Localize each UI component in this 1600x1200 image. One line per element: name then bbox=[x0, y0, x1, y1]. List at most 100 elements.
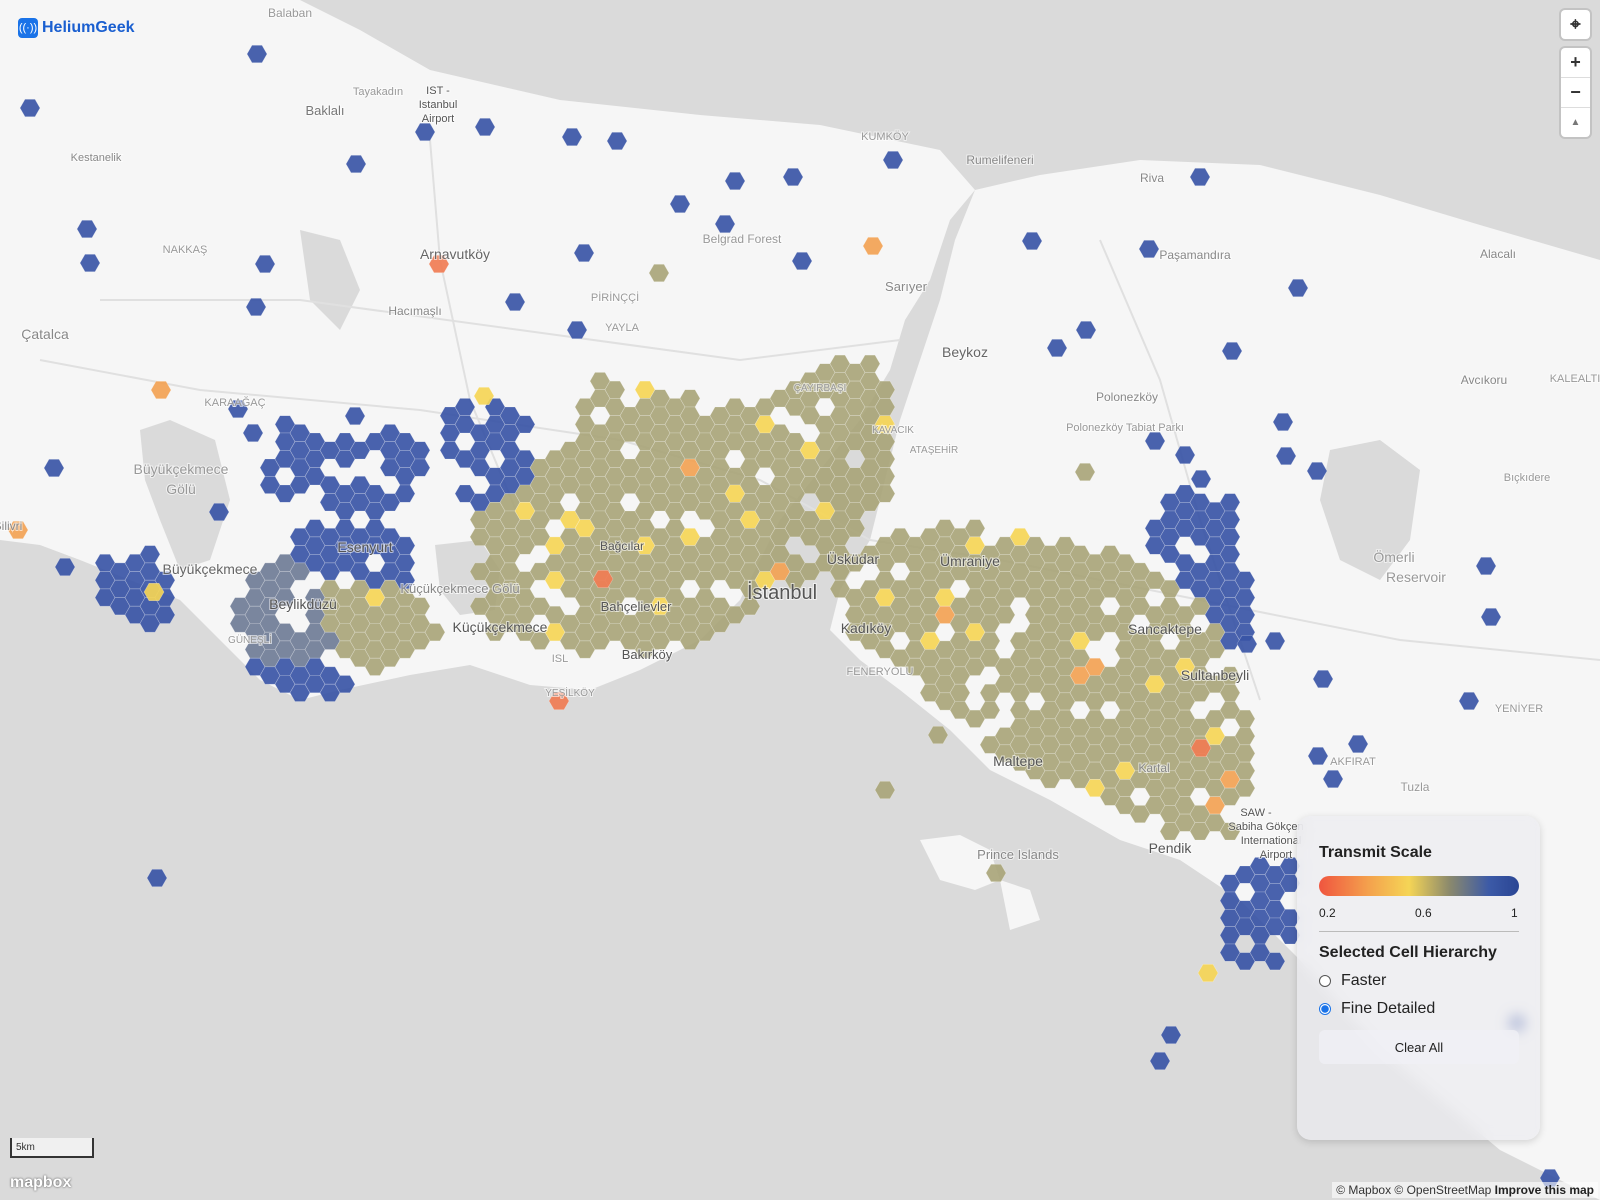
coverage-hex-cell[interactable] bbox=[1312, 670, 1334, 688]
coverage-hex-cell[interactable] bbox=[1046, 339, 1068, 357]
coverage-hex-cell[interactable] bbox=[548, 692, 570, 710]
coverage-hex-cell[interactable] bbox=[592, 570, 614, 588]
coverage-hex-cell[interactable] bbox=[1264, 952, 1286, 971]
coverage-hex-cell[interactable] bbox=[1160, 1026, 1182, 1044]
coverage-hex-cell[interactable] bbox=[573, 244, 595, 262]
coverage-hex-cell[interactable] bbox=[1174, 446, 1196, 464]
coverage-hex-cell[interactable] bbox=[1149, 1052, 1171, 1070]
coverage-hex-cell[interactable] bbox=[669, 195, 691, 213]
coverage-hex-cell[interactable] bbox=[146, 869, 168, 887]
coverage-hex-cell[interactable] bbox=[274, 588, 296, 607]
coverage-hex-cell[interactable] bbox=[1197, 964, 1219, 982]
coverage-hex-cell[interactable] bbox=[54, 558, 76, 576]
coverage-hex-cell[interactable] bbox=[79, 254, 101, 272]
coverage-hex-cell[interactable] bbox=[1279, 874, 1301, 893]
coverage-hex-cell[interactable] bbox=[1458, 692, 1480, 710]
coverage-hex-cell[interactable] bbox=[504, 293, 526, 311]
coverage-hex-cell[interactable] bbox=[1347, 735, 1369, 753]
coverage-hex-cell[interactable] bbox=[1306, 462, 1328, 480]
improve-map-link[interactable]: Improve this map bbox=[1494, 1183, 1594, 1197]
coverage-hex-cell[interactable] bbox=[1322, 770, 1344, 788]
coverage-hex-cell[interactable] bbox=[242, 424, 264, 442]
coverage-hex-cell[interactable] bbox=[334, 675, 356, 694]
coverage-hex-cell[interactable] bbox=[344, 407, 366, 425]
coverage-hex-cell[interactable] bbox=[76, 220, 98, 238]
coverage-hex-cell[interactable] bbox=[1144, 432, 1166, 450]
option-faster[interactable]: Faster bbox=[1319, 972, 1386, 990]
coverage-hex-cell[interactable] bbox=[1234, 779, 1256, 797]
coverage-hex-cell[interactable] bbox=[394, 484, 416, 503]
coverage-hex-cell[interactable] bbox=[561, 128, 583, 146]
coverage-hex-cell[interactable] bbox=[1190, 739, 1212, 757]
coverage-hex-cell[interactable] bbox=[1138, 240, 1160, 258]
coverage-hex-cell[interactable] bbox=[882, 151, 904, 169]
compass-icon[interactable]: ▲ bbox=[1561, 107, 1590, 137]
coverage-hex-cell[interactable] bbox=[739, 597, 761, 616]
coverage-hex-cell[interactable] bbox=[1075, 321, 1097, 339]
coverage-hex-cell[interactable] bbox=[19, 99, 41, 117]
coverage-hex-cell[interactable] bbox=[1272, 413, 1294, 431]
coverage-hex-cell[interactable] bbox=[874, 781, 896, 799]
coverage-hex-cell[interactable] bbox=[791, 252, 813, 270]
coverage-hex-cell[interactable] bbox=[714, 215, 736, 233]
coverage-hex-cell[interactable] bbox=[7, 521, 29, 539]
coverage-hex-layer[interactable] bbox=[7, 45, 1561, 1187]
coverage-hex-cell[interactable] bbox=[927, 726, 949, 744]
coverage-hex-cell[interactable] bbox=[844, 519, 866, 538]
zoom-in-button[interactable]: + bbox=[1570, 52, 1581, 72]
coverage-hex-cell[interactable] bbox=[150, 381, 172, 399]
coverage-hex-cell[interactable] bbox=[606, 132, 628, 150]
coverage-hex-cell[interactable] bbox=[474, 118, 496, 136]
coverage-hex-cell[interactable] bbox=[1275, 447, 1297, 465]
coverage-hex-cell[interactable] bbox=[409, 458, 431, 477]
coverage-hex-cell[interactable] bbox=[874, 484, 896, 503]
coverage-hex-cell[interactable] bbox=[1221, 342, 1243, 360]
coverage-hex-cell[interactable] bbox=[514, 415, 536, 434]
coverage-hex-cell[interactable] bbox=[782, 168, 804, 186]
attribution-text[interactable]: © Mapbox © OpenStreetMap bbox=[1336, 1183, 1492, 1197]
clear-all-button[interactable]: Clear All bbox=[1319, 1030, 1519, 1064]
coverage-hex-cell[interactable] bbox=[1219, 822, 1241, 841]
coverage-hex-cell[interactable] bbox=[566, 321, 588, 339]
coverage-hex-cell[interactable] bbox=[648, 264, 670, 282]
mapbox-logo[interactable]: mapbox bbox=[10, 1174, 72, 1191]
coverage-hex-cell[interactable] bbox=[1021, 232, 1043, 250]
navigation-control[interactable]: + − ▲ bbox=[1561, 48, 1590, 137]
coverage-hex-cell[interactable] bbox=[414, 123, 436, 141]
brand-logo[interactable]: ((·)) HeliumGeek bbox=[18, 18, 134, 38]
coverage-hex-cell[interactable] bbox=[724, 172, 746, 190]
coverage-hex-cell[interactable] bbox=[1236, 635, 1258, 653]
coverage-hex-cell[interactable] bbox=[43, 459, 65, 477]
coverage-hex-cell[interactable] bbox=[1287, 279, 1309, 297]
coverage-hex-cell[interactable] bbox=[143, 583, 165, 601]
geolocate-icon[interactable]: ⌖ bbox=[1570, 14, 1581, 34]
coverage-hex-cell[interactable] bbox=[1189, 168, 1211, 186]
coverage-hex-cell[interactable] bbox=[345, 155, 367, 173]
coverage-hex-cell[interactable] bbox=[1307, 747, 1329, 765]
coverage-hex-cell[interactable] bbox=[154, 605, 176, 624]
radio-faster[interactable] bbox=[1319, 975, 1331, 987]
geolocate-control[interactable]: ⌖ bbox=[1561, 10, 1590, 39]
coverage-hex-cell[interactable] bbox=[424, 623, 446, 642]
coverage-hex-cell[interactable] bbox=[246, 45, 268, 63]
coverage-hex-cell[interactable] bbox=[1279, 926, 1301, 945]
coverage-hex-cell[interactable] bbox=[1475, 557, 1497, 575]
coverage-hex-cell[interactable] bbox=[254, 255, 276, 273]
coverage-hex-cell[interactable] bbox=[208, 503, 230, 521]
coverage-hex-cell[interactable] bbox=[985, 864, 1007, 882]
coverage-hex-cell[interactable] bbox=[428, 255, 450, 273]
coverage-hex-cell[interactable] bbox=[1074, 463, 1096, 481]
coverage-hex-cell[interactable] bbox=[1190, 470, 1212, 488]
option-fine-detailed[interactable]: Fine Detailed bbox=[1319, 1000, 1435, 1018]
coverage-hex-cell[interactable] bbox=[994, 605, 1016, 624]
coverage-hex-cell[interactable] bbox=[1264, 632, 1286, 650]
coverage-hex-cell[interactable] bbox=[1480, 608, 1502, 626]
coverage-hex-cell[interactable] bbox=[227, 400, 249, 418]
coverage-hex-cell[interactable] bbox=[473, 387, 495, 405]
coverage-hex-cell[interactable] bbox=[979, 701, 1001, 720]
coverage-hex-cell[interactable] bbox=[245, 298, 267, 316]
zoom-out-button[interactable]: − bbox=[1561, 77, 1590, 107]
radio-fine-detailed[interactable] bbox=[1319, 1003, 1331, 1015]
coverage-hex-cell[interactable] bbox=[862, 237, 884, 255]
